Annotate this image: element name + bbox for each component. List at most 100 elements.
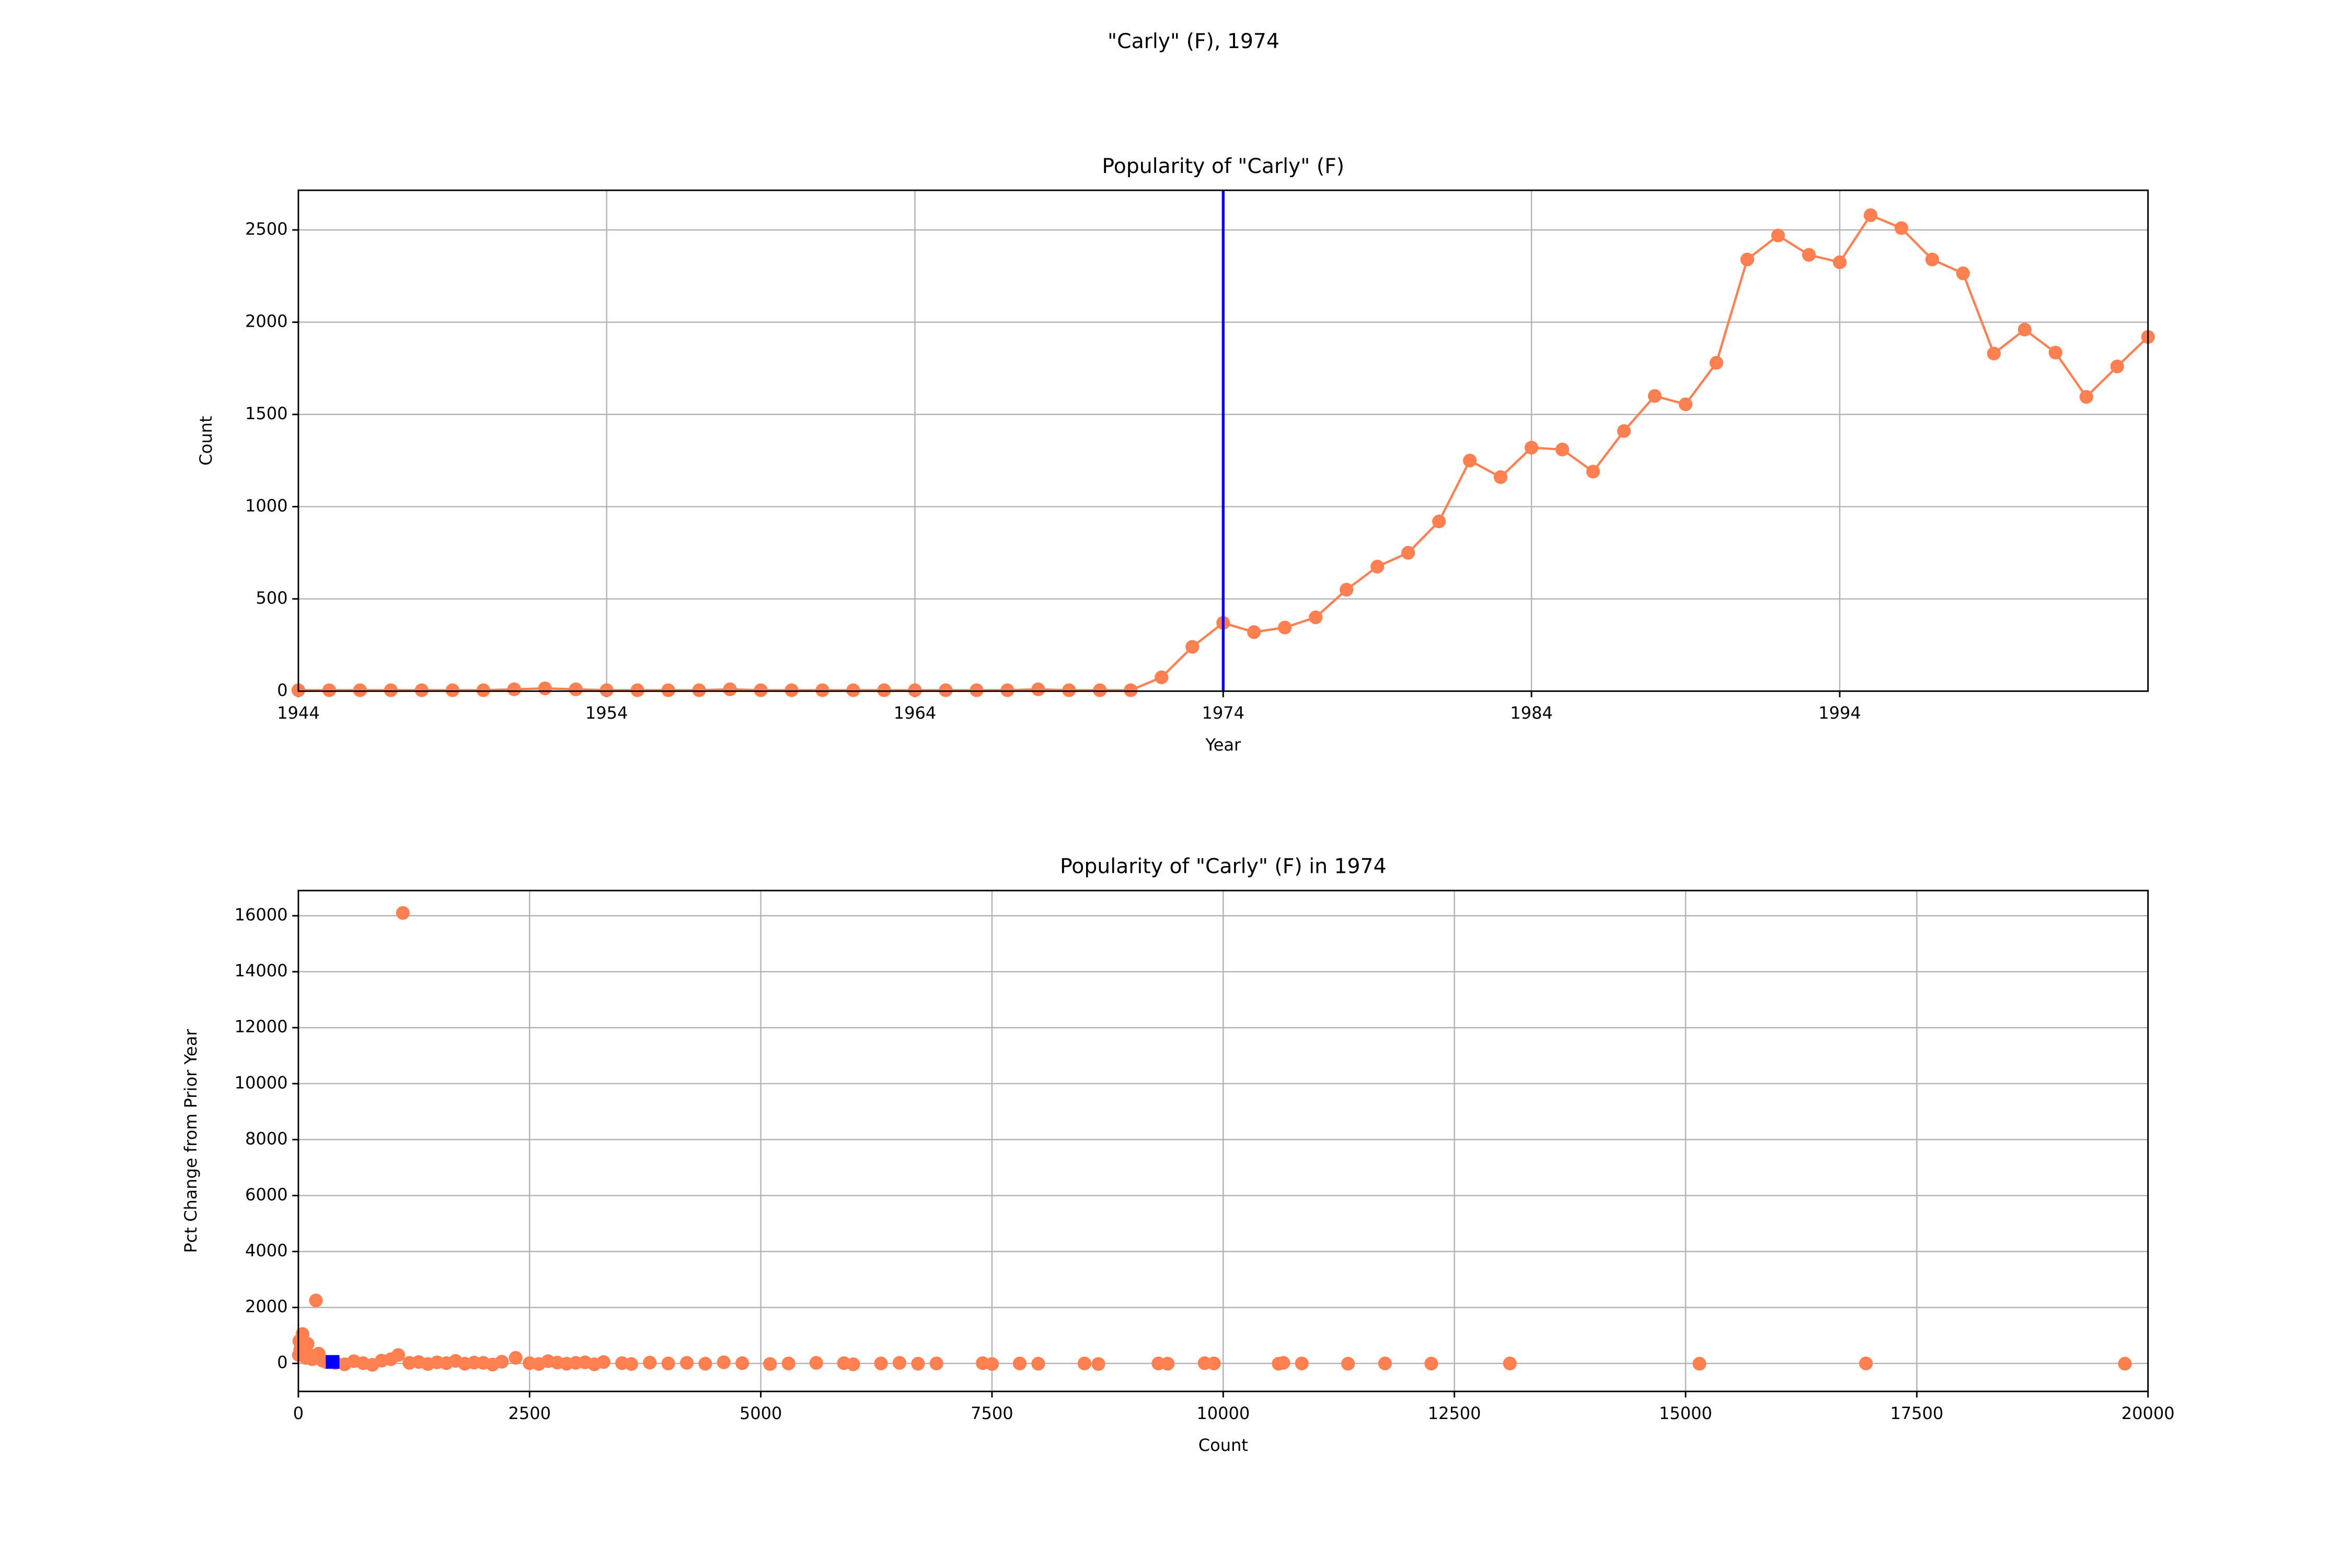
data-point [391,1348,406,1362]
data-point [1586,465,1600,479]
data-point [630,683,644,697]
data-point [692,683,706,697]
y-tick-label: 0 [277,680,287,700]
data-point [763,1357,777,1371]
data-point [892,1356,907,1370]
data-point [1956,266,1970,281]
data-point [1207,1356,1221,1370]
data-point [1925,252,1939,267]
data-point [1077,1356,1091,1370]
data-point [1424,1356,1438,1370]
data-point [1062,683,1076,697]
data-point [624,1357,638,1371]
data-point [1012,1356,1027,1370]
y-tick-label: 2500 [245,219,287,239]
data-point [322,683,336,697]
data-point [679,1356,694,1370]
data-point [1709,355,1724,370]
data-point [1185,640,1200,654]
data-point [1031,682,1045,696]
x-tick-label: 10000 [1196,1403,1250,1423]
data-point [569,682,583,696]
data-point [1524,441,1539,455]
data-point [596,1355,610,1369]
x-tick-label: 1994 [1818,703,1861,723]
x-tick-label: 0 [293,1403,304,1423]
data-point [2118,1357,2132,1371]
data-point [1161,1357,1175,1371]
y-tick-label: 10000 [235,1073,288,1092]
data-point [781,1356,795,1370]
data-point [1555,442,1570,457]
data-point [661,1356,675,1370]
data-point [1863,208,1877,222]
data-point [809,1356,823,1370]
y-tick-label: 6000 [245,1184,287,1204]
x-tick-label: 7500 [971,1403,1013,1423]
data-point [1378,1356,1392,1370]
data-point [661,683,675,697]
data-point [815,683,829,697]
y-axis-label: Pct Change from Prior Year [181,1029,201,1253]
y-tick-label: 500 [256,588,287,608]
data-point [384,683,398,697]
data-point [908,683,922,697]
data-point [538,681,552,696]
data-point [643,1355,657,1370]
data-point [507,682,521,696]
data-point [1278,620,1292,635]
data-point [1647,389,1662,403]
data-point [1692,1357,1707,1371]
data-point [301,1337,315,1351]
y-tick-label: 12000 [235,1017,288,1036]
data-point [1276,1356,1290,1370]
data-point [877,683,891,697]
x-tick-label: 15000 [1659,1403,1712,1423]
data-point [1740,252,1755,267]
y-axis-label: Count [196,416,216,466]
x-axis-label: Count [1198,1435,1248,1455]
data-point [599,683,614,697]
x-axis-label: Year [1205,735,1241,755]
data-point [985,1357,999,1371]
y-tick-label: 16000 [235,905,288,925]
data-point [1093,683,1107,697]
data-point [735,1356,750,1370]
chart-title: Popularity of "Carly" (F) [1102,155,1344,178]
y-tick-label: 14000 [235,961,288,981]
data-point [414,683,429,697]
data-point [2079,390,2093,404]
data-point [495,1355,509,1369]
data-point [1340,583,1354,597]
x-tick-label: 1984 [1510,703,1552,723]
data-point [785,683,799,697]
data-point [1832,255,1847,269]
data-point [929,1356,943,1370]
x-tick-label: 1974 [1202,703,1244,723]
data-point [1031,1357,1045,1371]
data-point [1894,221,1908,235]
x-tick-label: 20000 [2122,1403,2175,1423]
data-point [396,906,410,920]
data-point [1091,1357,1105,1371]
figure-title: "Carly" (F), 1974 [1108,30,1279,53]
data-point [2048,345,2062,360]
y-tick-label: 0 [277,1353,287,1373]
data-point [1247,625,1261,639]
data-point [1678,397,1693,411]
x-tick-label: 5000 [740,1403,782,1423]
data-point [723,682,737,696]
x-tick-label: 2500 [508,1403,550,1423]
y-tick-label: 8000 [245,1128,287,1148]
data-point [2110,360,2124,374]
x-tick-label: 12500 [1428,1403,1481,1423]
data-point [1370,559,1385,574]
data-point [445,683,459,697]
data-point [846,683,860,697]
data-point [1309,610,1323,625]
y-tick-label: 2000 [245,311,287,331]
data-point [2017,322,2032,337]
data-point [1463,454,1477,468]
data-point [476,683,490,697]
